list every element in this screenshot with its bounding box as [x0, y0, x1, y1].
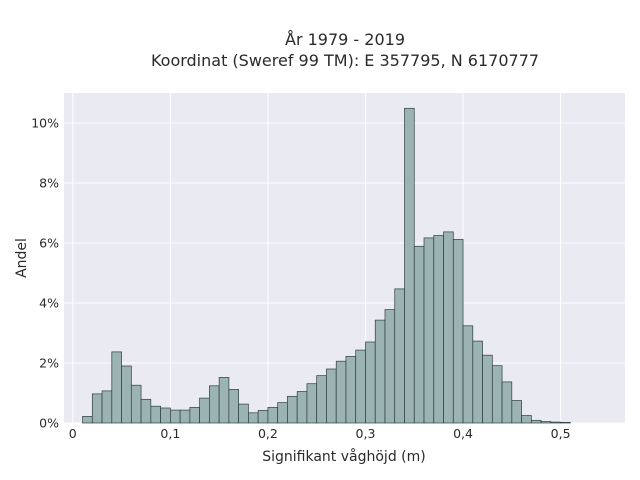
histogram-bar: [521, 415, 532, 424]
x-tick-label: 0,1: [160, 426, 180, 441]
histogram-bar: [277, 402, 288, 424]
histogram-bar: [345, 356, 357, 424]
histogram-bar: [228, 389, 239, 424]
histogram-bar: [267, 407, 279, 424]
x-tick-label: 0,5: [551, 426, 571, 441]
x-tick-label: 0: [69, 426, 77, 441]
histogram-bar: [169, 409, 181, 424]
histogram-bar: [443, 231, 454, 424]
histogram-bar: [540, 421, 552, 424]
histogram-bar: [433, 235, 444, 424]
histogram-bar: [394, 288, 405, 424]
histogram-bar: [111, 351, 122, 424]
histogram-bar: [257, 410, 269, 424]
histogram-bar: [365, 341, 376, 424]
histogram-bar: [472, 340, 483, 424]
histogram-bar: [238, 403, 249, 424]
histogram-bar: [306, 383, 318, 424]
histogram-bar: [160, 407, 171, 424]
histogram-bar: [501, 381, 513, 424]
histogram-bar: [199, 397, 210, 424]
histogram-bar: [82, 416, 93, 424]
histogram-bar: [287, 395, 298, 424]
histogram-bar: [335, 360, 347, 424]
histogram-bar: [452, 239, 464, 424]
histogram-bar: [491, 365, 503, 424]
histogram-bar: [326, 368, 337, 424]
x-tick-label: 0,2: [258, 426, 278, 441]
histogram-bar: [121, 365, 132, 424]
chart-title-line2: Koordinat (Sweref 99 TM): E 357795, N 61…: [151, 51, 539, 70]
histogram-bar: [530, 419, 542, 424]
histogram-bar: [355, 349, 366, 424]
chart-title-line1: År 1979 - 2019: [285, 30, 405, 49]
x-tick-label: 0,4: [453, 426, 473, 441]
histogram-bar: [423, 237, 435, 424]
histogram-bar: [101, 390, 113, 424]
histogram-bar: [550, 421, 561, 424]
y-tick-label: 6%: [39, 236, 59, 251]
histogram-bar: [179, 409, 191, 424]
bars: [82, 107, 571, 424]
histogram-bar: [462, 325, 474, 424]
y-tick-label: 2%: [39, 356, 59, 371]
histogram-bar: [384, 309, 396, 424]
histogram-bar: [91, 393, 103, 424]
x-axis-label: Signifikant våghöjd (m): [262, 448, 425, 465]
histogram-bar: [130, 384, 142, 424]
histogram-bar: [218, 377, 230, 424]
histogram-bar: [189, 407, 200, 424]
histogram-bar: [150, 405, 161, 424]
y-tick-label: 8%: [39, 176, 59, 191]
histogram-bar: [374, 319, 386, 424]
y-axis-label: Andel: [14, 238, 30, 278]
histogram-bar: [140, 398, 152, 424]
y-tick-label: 0%: [39, 416, 59, 431]
x-tick-label: 0,3: [356, 426, 376, 441]
y-tick-label: 10%: [31, 116, 59, 131]
x-axis-ticks: 0 0,1 0,2 0,3 0,4 0,5: [69, 426, 571, 441]
histogram-bar: [404, 107, 415, 424]
y-tick-label: 4%: [39, 296, 59, 311]
histogram-bar: [296, 391, 308, 424]
histogram-bar: [248, 412, 259, 424]
histogram-bar: [413, 245, 425, 424]
histogram-bar: [316, 375, 327, 424]
histogram-bar: [560, 422, 571, 424]
y-axis-ticks: 0% 2% 4% 6% 8% 10%: [31, 116, 59, 431]
histogram-bar: [511, 400, 522, 424]
histogram-bar: [482, 354, 493, 424]
histogram-bar: [209, 385, 220, 424]
